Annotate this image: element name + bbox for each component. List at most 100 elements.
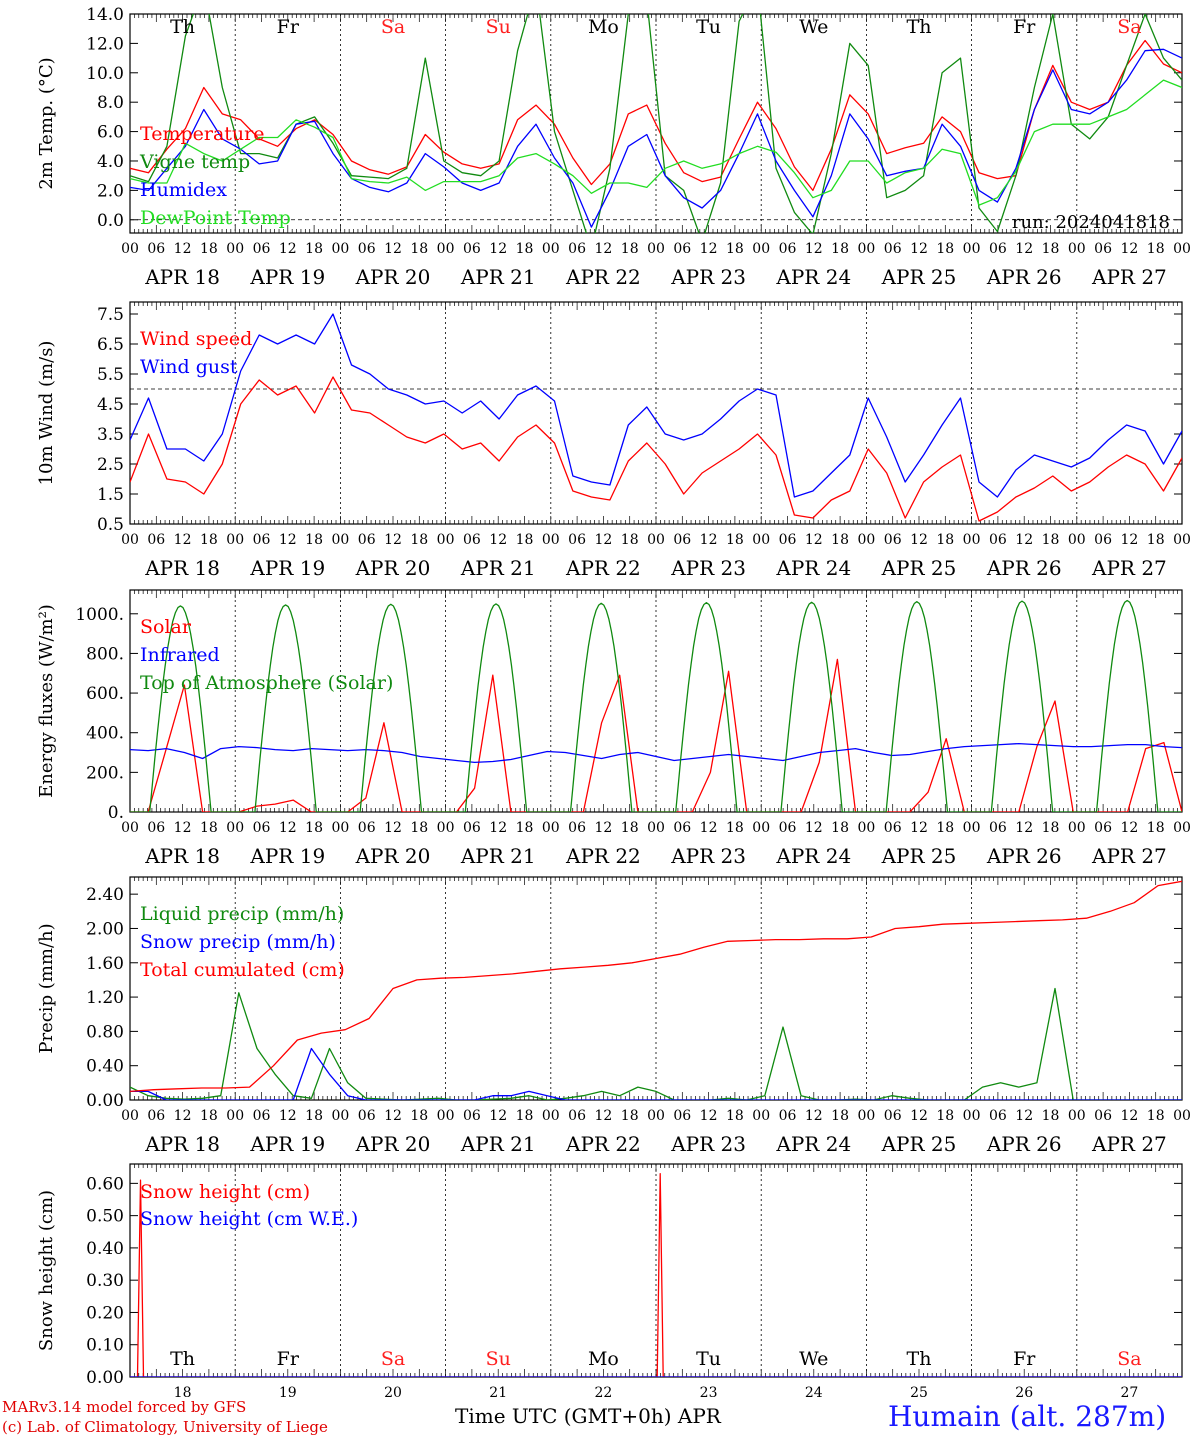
- legend-entry: Wind gust: [140, 356, 238, 378]
- x-hour-label: 18: [410, 241, 428, 257]
- x-hour-label: 12: [174, 1108, 192, 1124]
- x-hour-label: 06: [568, 241, 586, 257]
- station-name: Humain (alt. 287m): [888, 1400, 1167, 1433]
- copyright-credit: (c) Lab. of Climatology, University of L…: [2, 1418, 328, 1436]
- y-tick-label: 6.0: [97, 123, 124, 143]
- x-hour-label: 06: [147, 241, 165, 257]
- weekday-label: We: [799, 1348, 828, 1370]
- x-day-number: 24: [805, 1385, 823, 1401]
- x-hour-label: 12: [1015, 532, 1033, 548]
- x-hour-label: 06: [147, 532, 165, 548]
- x-hour-label: 00: [1068, 1108, 1086, 1124]
- legend-entry: Snow height (cm W.E.): [140, 1208, 358, 1230]
- x-day-label: APR 25: [881, 265, 957, 289]
- x-hour-label: 00: [647, 241, 665, 257]
- x-hour-label: 18: [305, 241, 323, 257]
- y-tick-label: 14.0: [86, 5, 124, 25]
- x-day-label: APR 21: [460, 844, 536, 868]
- x-day-number: 18: [174, 1385, 192, 1401]
- x-hour-label: 00: [857, 532, 875, 548]
- legend-entry: Solar: [140, 616, 192, 638]
- weekday-label: Fr: [1013, 1348, 1036, 1370]
- run-annotation: run: 2024041818: [1012, 212, 1170, 233]
- x-hour-label: 06: [884, 241, 902, 257]
- x-hour-label: 12: [910, 1108, 928, 1124]
- x-hour-label: 18: [621, 820, 639, 836]
- x-day-label: APR 18: [144, 556, 220, 580]
- x-hour-label: 06: [147, 1108, 165, 1124]
- x-hour-label: 00: [121, 1108, 139, 1124]
- x-hour-label: 00: [752, 241, 770, 257]
- x-hour-label: 00: [752, 820, 770, 836]
- x-hour-label: 18: [726, 820, 744, 836]
- y-tick-label: 0.5: [97, 515, 124, 535]
- x-hour-label: 12: [489, 820, 507, 836]
- y-tick-label: 2.40: [86, 885, 124, 905]
- x-hour-label: 18: [1147, 1108, 1165, 1124]
- weekday-label: Fr: [277, 16, 300, 38]
- x-hour-label: 18: [516, 820, 534, 836]
- x-day-label: APR 26: [986, 1132, 1062, 1156]
- x-hour-label: 00: [226, 1108, 244, 1124]
- x-hour-label: 00: [542, 820, 560, 836]
- x-hour-label: 12: [174, 532, 192, 548]
- x-hour-label: 06: [1094, 1108, 1112, 1124]
- panel-3: [129, 589, 1183, 813]
- x-hour-label: 12: [805, 1108, 823, 1124]
- x-hour-label: 00: [437, 241, 455, 257]
- x-hour-label: 06: [358, 1108, 376, 1124]
- legend-entry: DewPoint Temp: [140, 207, 291, 229]
- y-tick-label: 0.00: [86, 1368, 124, 1388]
- x-hour-label: 18: [1042, 1108, 1060, 1124]
- data-layer: [130, 14, 1182, 233]
- y-tick-label: 2.0: [97, 181, 124, 201]
- x-hour-label: 06: [673, 241, 691, 257]
- x-hour-label: 18: [1042, 820, 1060, 836]
- x-hour-label: 00: [963, 241, 981, 257]
- panel-1: [129, 13, 1183, 234]
- x-hour-label: 00: [1068, 241, 1086, 257]
- x-hour-label: 00: [963, 1108, 981, 1124]
- x-hour-label: 12: [1120, 820, 1138, 836]
- x-hour-label: 12: [1120, 1108, 1138, 1124]
- weekday-label: Th: [907, 1348, 932, 1370]
- x-hour-label: 06: [463, 1108, 481, 1124]
- x-hour-label: 06: [253, 532, 271, 548]
- x-day-label: APR 19: [249, 265, 325, 289]
- x-hour-label: 12: [700, 532, 718, 548]
- y-tick-label: 0.: [108, 803, 124, 823]
- x-hour-label: 00: [647, 1108, 665, 1124]
- x-hour-label: 00: [226, 532, 244, 548]
- x-hour-label: 12: [700, 820, 718, 836]
- weekday-label: Mo: [588, 1348, 619, 1370]
- y-tick-label: 1.5: [97, 485, 124, 505]
- x-hour-label: 18: [200, 532, 218, 548]
- x-hour-label: 06: [989, 532, 1007, 548]
- x-day-label: APR 26: [986, 265, 1062, 289]
- x-hour-label: 06: [1094, 241, 1112, 257]
- x-hour-label: 18: [936, 532, 954, 548]
- x-day-label: APR 24: [775, 844, 851, 868]
- x-hour-label: 06: [147, 820, 165, 836]
- x-hour-label: 06: [779, 532, 797, 548]
- series-line-wind-speed: [130, 376, 1182, 522]
- y-axis-title: Energy fluxes (W/m²): [36, 604, 57, 798]
- x-day-number: 22: [594, 1385, 612, 1401]
- legend-entry: Total cumulated (cm): [140, 959, 345, 981]
- x-day-number: 25: [910, 1385, 928, 1401]
- y-tick-label: 1.20: [86, 988, 124, 1008]
- x-hour-label: 18: [621, 241, 639, 257]
- x-hour-label: 06: [253, 241, 271, 257]
- x-hour-label: 06: [1094, 532, 1112, 548]
- x-day-number: 20: [384, 1385, 402, 1401]
- weekday-label: Tu: [696, 1348, 721, 1370]
- x-hour-label: 00: [542, 241, 560, 257]
- x-hour-label: 12: [594, 241, 612, 257]
- x-hour-label: 12: [489, 532, 507, 548]
- legend-entry: Infrared: [140, 644, 220, 666]
- series-line-solar: [130, 658, 1182, 812]
- x-hour-label: 18: [1042, 241, 1060, 257]
- x-hour-label: 00: [331, 820, 349, 836]
- x-hour-label: 12: [384, 1108, 402, 1124]
- x-hour-label: 00: [121, 241, 139, 257]
